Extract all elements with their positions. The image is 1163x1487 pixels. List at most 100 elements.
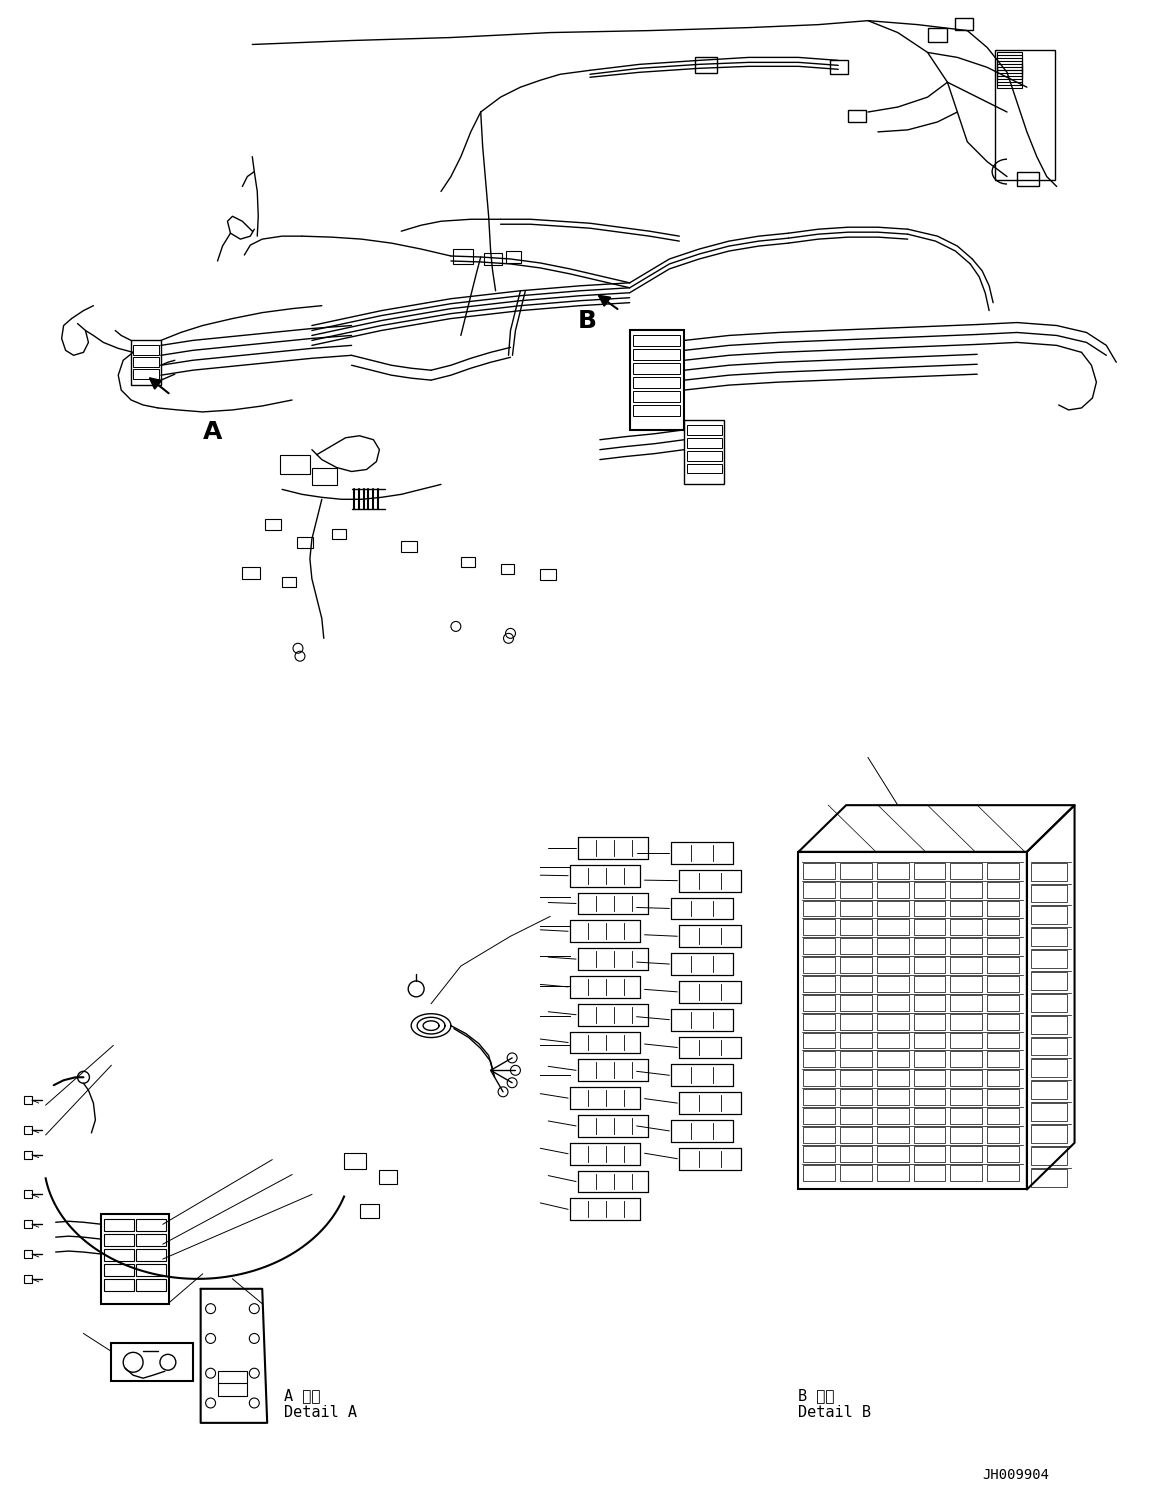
Bar <box>840 1088 872 1105</box>
Bar <box>687 437 722 448</box>
Bar <box>1030 1059 1066 1077</box>
Bar <box>987 1032 1019 1048</box>
Bar <box>283 577 297 587</box>
Bar <box>877 1146 908 1161</box>
Bar <box>1030 1126 1066 1144</box>
Bar <box>840 938 872 955</box>
Bar <box>950 1032 983 1048</box>
Bar <box>24 1251 31 1258</box>
Bar <box>914 1108 946 1124</box>
Bar <box>987 1127 1019 1144</box>
Bar <box>914 1014 946 1029</box>
Bar <box>633 336 680 346</box>
Bar <box>1030 862 1066 880</box>
Bar <box>1030 972 1066 990</box>
Bar <box>987 1108 1019 1124</box>
Bar <box>997 58 1022 76</box>
Bar <box>24 1221 31 1228</box>
Bar <box>804 1164 835 1181</box>
Bar <box>877 1108 908 1124</box>
Bar <box>24 1151 31 1158</box>
Bar <box>950 1146 983 1161</box>
Bar <box>877 1164 908 1181</box>
Bar <box>804 901 835 916</box>
Bar <box>343 1152 365 1169</box>
Bar <box>877 1071 908 1086</box>
Bar <box>687 464 722 473</box>
Bar <box>914 995 946 1011</box>
Bar <box>24 1126 31 1135</box>
Bar <box>331 529 345 538</box>
Bar <box>136 1279 166 1291</box>
Bar <box>877 995 908 1011</box>
Bar <box>877 901 908 916</box>
Bar <box>804 1032 835 1048</box>
Bar <box>987 958 1019 972</box>
Bar <box>633 363 680 375</box>
Bar <box>987 1088 1019 1105</box>
Bar <box>804 1071 835 1086</box>
Bar <box>848 110 866 122</box>
Bar <box>297 537 313 549</box>
Bar <box>840 882 872 898</box>
Bar <box>804 862 835 879</box>
Bar <box>997 52 1022 70</box>
Bar <box>840 1071 872 1086</box>
Bar <box>997 61 1022 79</box>
Bar <box>877 1032 908 1048</box>
Text: JH009904: JH009904 <box>983 1468 1049 1481</box>
Bar <box>877 882 908 898</box>
Bar <box>24 1274 31 1283</box>
Bar <box>950 1088 983 1105</box>
Bar <box>840 1146 872 1161</box>
Bar <box>804 1127 835 1144</box>
Bar <box>804 1051 835 1068</box>
Bar <box>629 330 684 430</box>
Bar <box>136 1264 166 1276</box>
Bar <box>950 919 983 935</box>
Bar <box>914 901 946 916</box>
Bar <box>799 852 1027 1190</box>
Bar <box>950 1127 983 1144</box>
Bar <box>987 1164 1019 1181</box>
Bar <box>1030 1016 1066 1033</box>
Bar <box>804 1108 835 1124</box>
Text: B: B <box>578 309 597 333</box>
Bar <box>136 1249 166 1261</box>
Bar <box>840 975 872 992</box>
Bar <box>541 570 556 580</box>
Bar <box>877 938 908 955</box>
Text: A: A <box>202 419 222 443</box>
Bar <box>500 564 514 574</box>
Bar <box>840 995 872 1011</box>
Bar <box>914 882 946 898</box>
Bar <box>131 341 160 385</box>
Bar <box>840 1127 872 1144</box>
Bar <box>1030 885 1066 903</box>
Bar <box>987 919 1019 935</box>
Bar <box>804 882 835 898</box>
Bar <box>877 919 908 935</box>
Bar <box>987 1051 1019 1068</box>
Bar <box>633 378 680 388</box>
Bar <box>914 958 946 972</box>
Bar <box>379 1170 398 1184</box>
Bar <box>105 1219 134 1231</box>
Bar <box>1030 993 1066 1011</box>
Bar <box>112 1343 193 1381</box>
Bar <box>987 882 1019 898</box>
Bar <box>1016 171 1039 186</box>
Bar <box>877 862 908 879</box>
Bar <box>950 1164 983 1181</box>
Bar <box>840 1032 872 1048</box>
Bar <box>133 357 159 367</box>
Bar <box>804 958 835 972</box>
Bar <box>136 1234 166 1246</box>
Bar <box>804 1088 835 1105</box>
Bar <box>987 938 1019 955</box>
Bar <box>997 64 1022 82</box>
Bar <box>950 958 983 972</box>
Bar <box>840 958 872 972</box>
Bar <box>955 18 973 30</box>
Bar <box>24 1191 31 1199</box>
